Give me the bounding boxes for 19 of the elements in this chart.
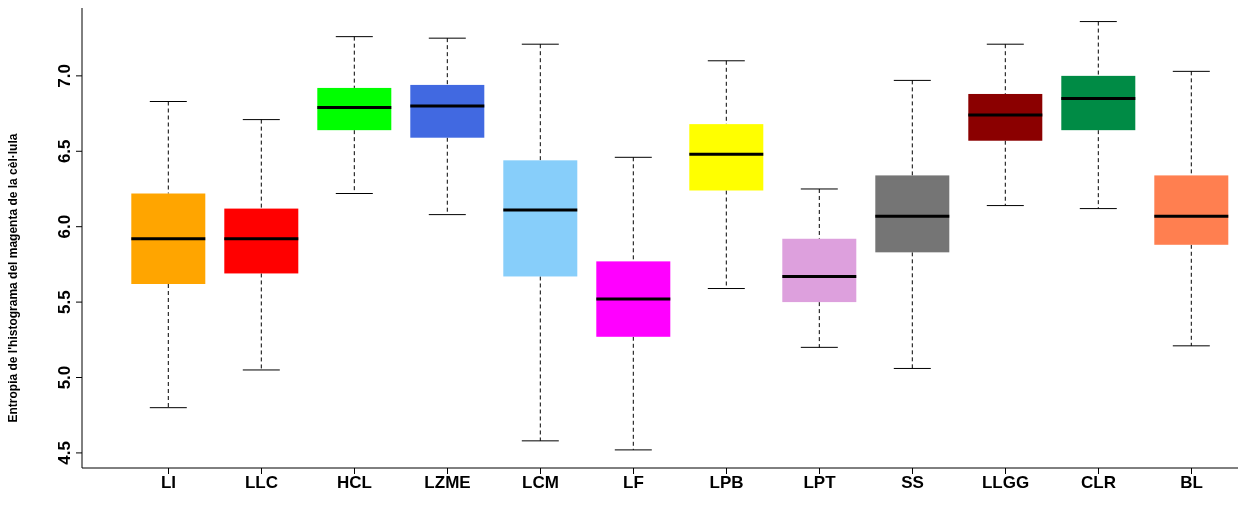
x-tick-label: LPT <box>803 473 837 493</box>
x-tick-label: LI <box>160 473 177 493</box>
x-tick-label: CLR <box>1081 473 1116 493</box>
y-tick-label: 6.5 <box>55 139 74 164</box>
x-tick-label: LLC <box>244 473 279 493</box>
y-tick-label: 7.0 <box>55 64 74 88</box>
x-tick-label: LPB <box>709 473 744 493</box>
x-tick-label: BL <box>1180 473 1203 493</box>
y-axis-title: Entropia de l'histograma del magenta de la cèl·lula <box>6 133 21 423</box>
y-tick-label: 4.5 <box>55 441 74 465</box>
x-tick-label: LLGG <box>981 473 1030 493</box>
y-tick-label: 5.0 <box>55 365 74 390</box>
y-tick-label: 5.5 <box>55 290 74 314</box>
x-tick-label: LZME <box>424 473 471 493</box>
x-tick-label: SS <box>901 473 924 493</box>
y-tick-label: 6.0 <box>55 214 74 239</box>
x-tick-label: LF <box>623 473 644 493</box>
x-tick-label: HCL <box>337 473 372 493</box>
x-tick-label: LCM <box>522 473 559 493</box>
